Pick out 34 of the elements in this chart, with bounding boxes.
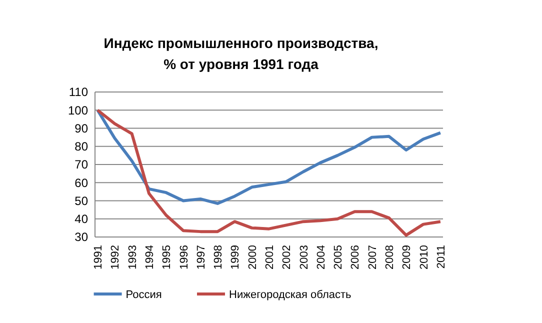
- x-tick-label: 1994: [144, 245, 156, 270]
- x-tick-label: 2004: [315, 245, 328, 270]
- y-tick-label: 40: [74, 212, 88, 226]
- x-tick-label: 2000: [246, 245, 259, 270]
- x-tick-label: 2001: [264, 245, 276, 270]
- y-tick-label: 50: [74, 194, 88, 208]
- x-tick-label: 2011: [435, 245, 448, 269]
- x-tick-label: 2003: [298, 245, 310, 270]
- chart-title: Индекс промышленного производства, % от уровня 1991 года: [104, 35, 378, 72]
- x-tick-label: 1995: [161, 245, 174, 270]
- legend-label: Россия: [126, 288, 162, 301]
- x-tick-label: 1993: [126, 245, 139, 270]
- y-tick-label: 80: [74, 140, 88, 154]
- x-tick-label: 2006: [350, 245, 362, 270]
- x-tick-label: 1998: [212, 245, 225, 270]
- y-tick-label: 100: [68, 103, 88, 118]
- y-tick-label: 70: [74, 158, 88, 172]
- x-tick-label: 1997: [195, 245, 208, 270]
- x-tick-label: 1991: [92, 245, 105, 270]
- x-tick-label: 2009: [401, 245, 414, 270]
- line-series: [96, 108, 442, 205]
- y-tick-label: 30: [74, 230, 88, 244]
- x-tick-label: 1999: [230, 245, 242, 270]
- y-tick-label: 90: [74, 121, 88, 136]
- x-tick-label: 2010: [418, 245, 430, 270]
- x-tick-label: 2007: [366, 245, 379, 270]
- x-tick-label: 1996: [178, 245, 190, 270]
- x-tick-label: 1992: [110, 245, 122, 270]
- y-tick-label: 110: [68, 85, 88, 100]
- x-tick-label: 2008: [384, 245, 396, 270]
- x-tick-label: 2005: [332, 245, 345, 270]
- x-tick-label: 2002: [281, 245, 294, 270]
- legend-label: Нижегородская область: [229, 288, 352, 301]
- y-tick-label: 60: [74, 176, 88, 190]
